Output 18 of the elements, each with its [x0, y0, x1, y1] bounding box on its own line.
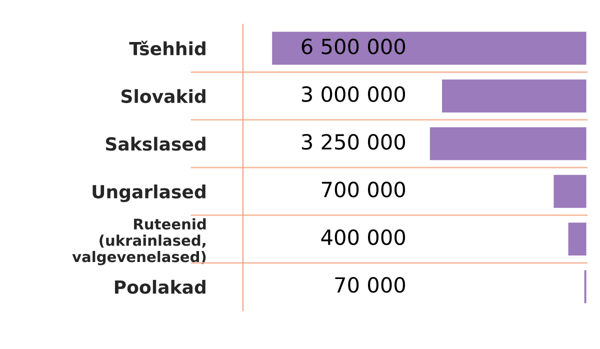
y-tick-label: Sakslased [106, 136, 206, 151]
data-label: 70 000 [335, 277, 406, 293]
bar [566, 221, 587, 257]
y-tick-label: Ruteenid (ukrainlased, valgevenelased) [72, 218, 206, 266]
data-label: 700 000 [322, 182, 406, 198]
y-tick-label: Slovakid [122, 89, 206, 104]
data-label: 3 000 000 [302, 86, 406, 102]
bar [428, 126, 587, 162]
bar [440, 78, 587, 114]
bar [582, 268, 587, 305]
y-tick-label: Ungarlased [92, 184, 206, 202]
data-label: 400 000 [321, 229, 406, 246]
y-tick-label: Poolakad [115, 280, 206, 294]
bar [552, 174, 587, 210]
y-tick-label: Tšehhid [129, 40, 206, 56]
data-label: 6 500 000 [302, 38, 406, 54]
bar [270, 30, 587, 66]
data-label: 3 250 000 [302, 134, 406, 150]
